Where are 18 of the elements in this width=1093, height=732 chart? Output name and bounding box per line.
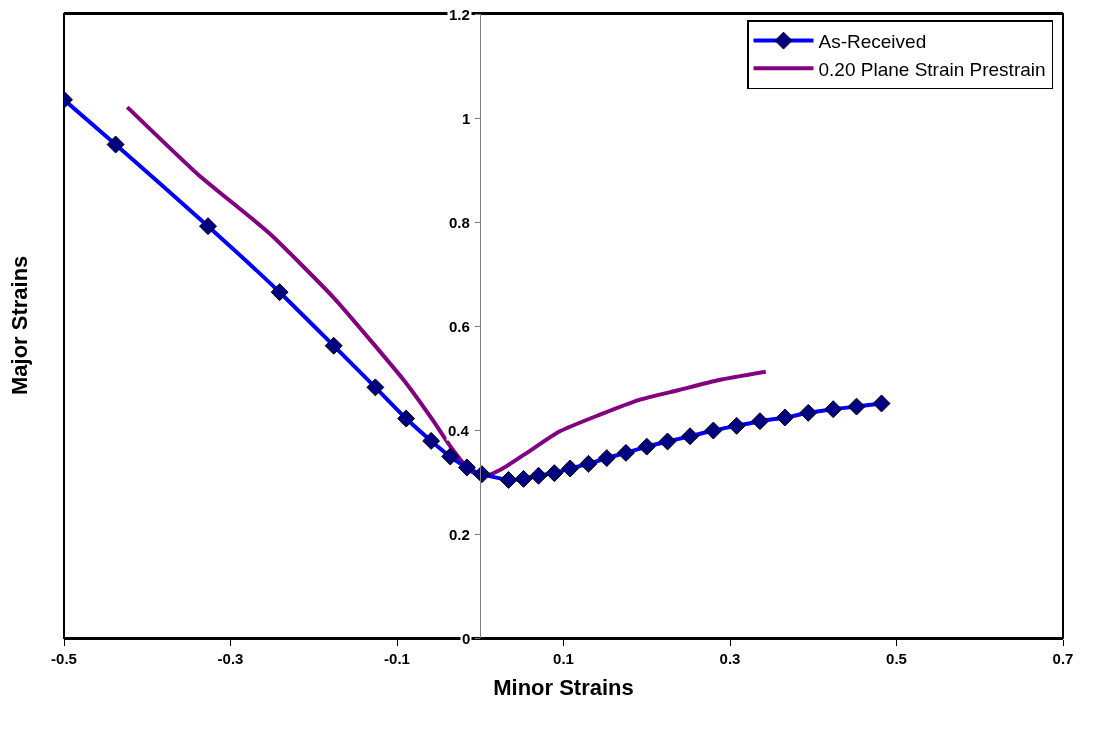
x-tick-label: 0.5	[886, 650, 907, 667]
legend-label: 0.20 Plane Strain Prestrain	[818, 58, 1046, 80]
x-axis-title: Minor Strains	[493, 675, 634, 701]
x-tick-label: 0.7	[1052, 650, 1074, 667]
y-tick-label: 0.8	[449, 214, 470, 231]
y-tick-label: 0.4	[448, 422, 470, 439]
y-tick-label: 1	[462, 110, 471, 127]
y-tick-label: 0.6	[449, 318, 470, 335]
y-tick-label: 0	[462, 630, 471, 647]
y-axis-title: Major Strains	[7, 255, 33, 396]
x-tick-label: 0.1	[553, 650, 574, 667]
legend-label: As-Received	[818, 31, 927, 52]
y-tick-label: 0.2	[449, 526, 470, 543]
x-tick-label: -0.3	[217, 650, 244, 667]
x-tick-label: 0.3	[719, 650, 741, 667]
y-tick-label: 1.2	[449, 6, 470, 23]
x-tick-label: -0.1	[384, 650, 410, 667]
x-tick-label: -0.5	[51, 650, 77, 667]
